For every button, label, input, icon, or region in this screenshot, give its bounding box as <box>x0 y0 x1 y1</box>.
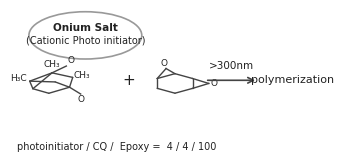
Text: O: O <box>68 56 75 65</box>
Text: CH₃: CH₃ <box>73 71 90 80</box>
Text: O: O <box>161 59 168 68</box>
Text: H₃C: H₃C <box>10 73 27 83</box>
Text: O: O <box>210 79 217 88</box>
Text: >300nm: >300nm <box>209 61 254 71</box>
Text: photoinitiator / CQ /  Epoxy =  4 / 4 / 100: photoinitiator / CQ / Epoxy = 4 / 4 / 10… <box>17 142 217 152</box>
Text: polymerization: polymerization <box>251 75 334 85</box>
Text: O: O <box>78 95 85 104</box>
Text: Onium Salt: Onium Salt <box>53 23 118 33</box>
Text: (Cationic Photo initiator): (Cationic Photo initiator) <box>26 36 145 46</box>
Text: +: + <box>122 73 135 88</box>
Text: CH₃: CH₃ <box>44 59 60 69</box>
